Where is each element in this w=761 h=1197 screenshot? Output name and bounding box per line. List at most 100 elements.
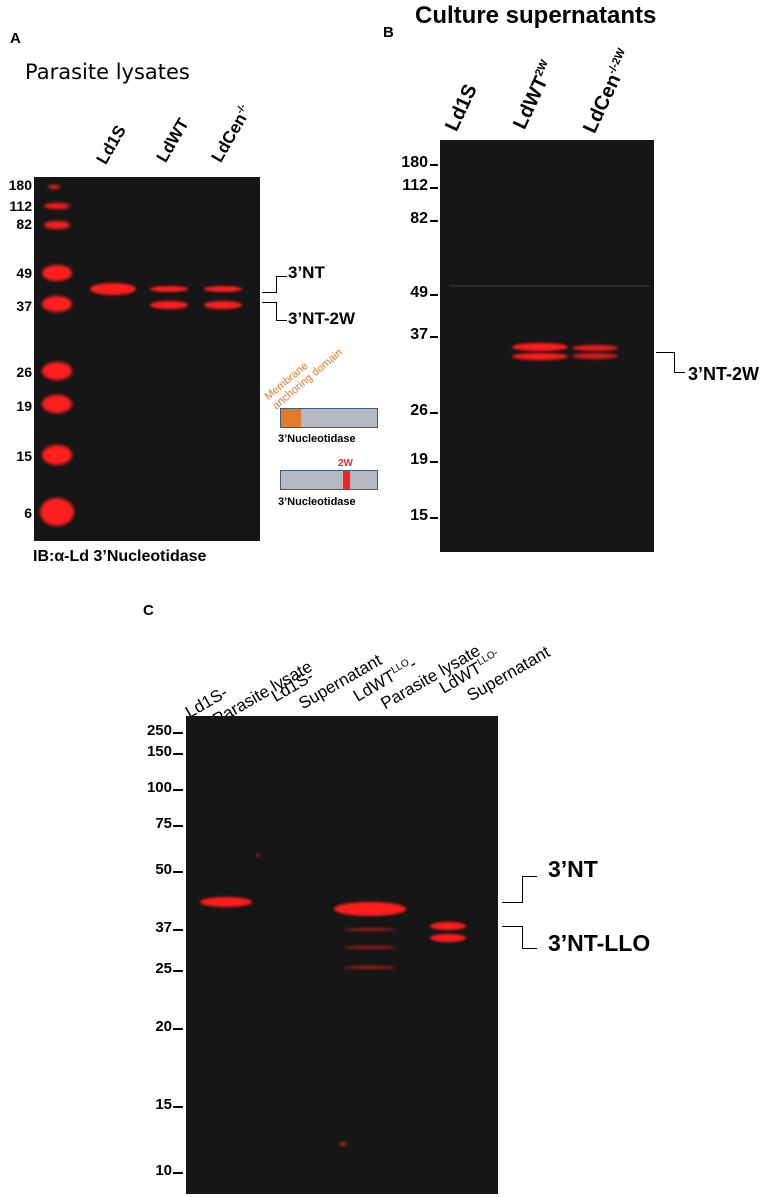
tick-b-82 [430,220,438,222]
tick-b-49 [430,294,438,296]
band-a-ldwt-2w [150,301,188,309]
bracket-c-llo [502,926,522,927]
band-a-ld1s-3nt [90,283,136,295]
bracket-c-3nt [502,902,522,903]
tick-c-250 [173,732,183,734]
marker-b-15: 15 [410,507,428,524]
faint-band-b-49 [450,285,650,287]
marker-a-15: 15 [16,448,32,464]
panel-a-lane-ldcen-text: LdCen [207,110,251,166]
panel-b-lane-ldcen-sup: -/-2W [605,46,629,77]
ladder-a-19 [42,395,72,413]
bracket-a-2w-vert [276,302,287,321]
tick-c-75 [173,825,183,827]
panel-b-letter: B [383,24,394,41]
marker-b-49: 49 [410,284,428,301]
protein-bar-2w [280,470,378,490]
panel-a-lane-ld1s: Ld1S [92,122,130,168]
panel-b-lane-ldcen-text: LdCen [579,70,626,137]
tick-c-10 [173,1172,183,1174]
bracket-b-2w [656,352,674,353]
marker-a-112: 112 [9,198,32,214]
panel-a-letter: A [10,30,21,47]
bracket-a-3nt-vert [276,276,287,293]
panel-b-gel [440,140,654,552]
protein-bar-wt [280,408,378,428]
anchoring-domain-label: Membrane anchoring domain [263,337,345,412]
panel-b-lane-ldcen: LdCen-/-2W [579,47,638,137]
panel-c-gel [186,716,498,1194]
speck-c-2 [256,854,260,857]
tick-b-180 [430,164,438,166]
speck-c-1 [340,1142,346,1146]
marker-c-15: 15 [155,1096,172,1113]
marker-b-19: 19 [410,451,428,468]
schematic-label-2w: 3’Nucleotidase [278,496,356,508]
bracket-b-2w-vert [674,352,685,373]
marker-a-37: 37 [16,298,32,314]
marker-c-150: 150 [146,743,172,760]
band-c-ldwt-lysate [334,902,406,916]
band-b-ldwt-bottom [512,353,568,360]
tick-c-150 [173,753,183,755]
band-c-ldwt-sup-bottom [430,934,466,942]
ladder-a-26 [42,362,72,380]
band-c-ldwt-sup-top [430,922,466,930]
bracket-c-3nt-vert [522,876,537,903]
panel-c-letter: C [143,602,154,619]
tick-b-112 [430,187,438,189]
band-label-a-2w: 3’NT-2W [288,309,356,328]
tick-c-50 [173,871,183,873]
band-b-ldcen-bottom [572,353,618,359]
panel-b-lane-ldwt: LdWT2W [509,58,560,133]
band-c-ld1s-lysate [200,897,252,907]
band-c-ldwt-lysate-faint3 [344,966,396,969]
marker-c-250: 250 [146,722,172,739]
panel-a-title: Parasite lysates [25,60,190,84]
panel-a-lane-ldwt: LdWT [152,115,193,166]
band-a-ldcen-3nt [204,286,242,292]
band-label-c-3nt: 3’NT [548,856,598,882]
schematic-label-wt: 3’Nucleotidase [278,433,356,445]
marker-a-82: 82 [16,216,32,232]
panel-a-lane-ldcen: LdCen-/- [208,102,256,166]
ladder-a-37 [42,296,72,312]
marker-c-10: 10 [155,1162,172,1179]
panel-b-lane-ldwt-text: LdWT [509,72,553,133]
tick-c-25 [173,970,183,972]
band-c-ldwt-lysate-faint1 [344,928,396,931]
panel-b-lane-ld1s: Ld1S [441,80,482,135]
marker-b-26: 26 [410,402,428,419]
marker-b-180: 180 [401,154,428,171]
band-label-b-2w: 3’NT-2W [688,364,760,384]
domain-schematic: Membrane anchoring domain 3’Nucleotidase… [263,340,386,520]
mutation-block [343,471,350,489]
band-a-ldcen-2w [204,301,242,309]
band-a-ldwt-3nt [150,286,188,292]
tick-c-100 [173,789,183,791]
panel-a-footer: IB:α-Ld 3’Nucleotidase [33,548,207,565]
mutation-label: 2W [338,458,353,469]
band-label-c-llo: 3’NT-LLO [548,930,651,956]
tick-b-19 [430,461,438,463]
bracket-a-2w [262,302,276,303]
marker-c-50: 50 [155,861,172,878]
marker-c-37: 37 [155,919,172,936]
marker-a-6: 6 [24,505,32,521]
marker-c-25: 25 [155,960,172,977]
marker-a-19: 19 [16,398,32,414]
marker-a-26: 26 [16,364,32,380]
marker-c-100: 100 [146,779,172,796]
tick-b-26 [430,412,438,414]
ladder-a-6 [40,498,74,526]
tick-b-37 [430,336,438,338]
marker-a-180: 180 [8,177,32,193]
ladder-a-15 [42,445,72,465]
bracket-c-llo-vert [522,926,537,949]
tick-c-20 [173,1028,183,1030]
panel-b-title: Culture supernatants [415,2,657,29]
ladder-a-82 [44,221,70,229]
marker-a-49: 49 [16,265,32,281]
marker-c-75: 75 [155,815,172,832]
anchor-domain-block [281,409,301,427]
